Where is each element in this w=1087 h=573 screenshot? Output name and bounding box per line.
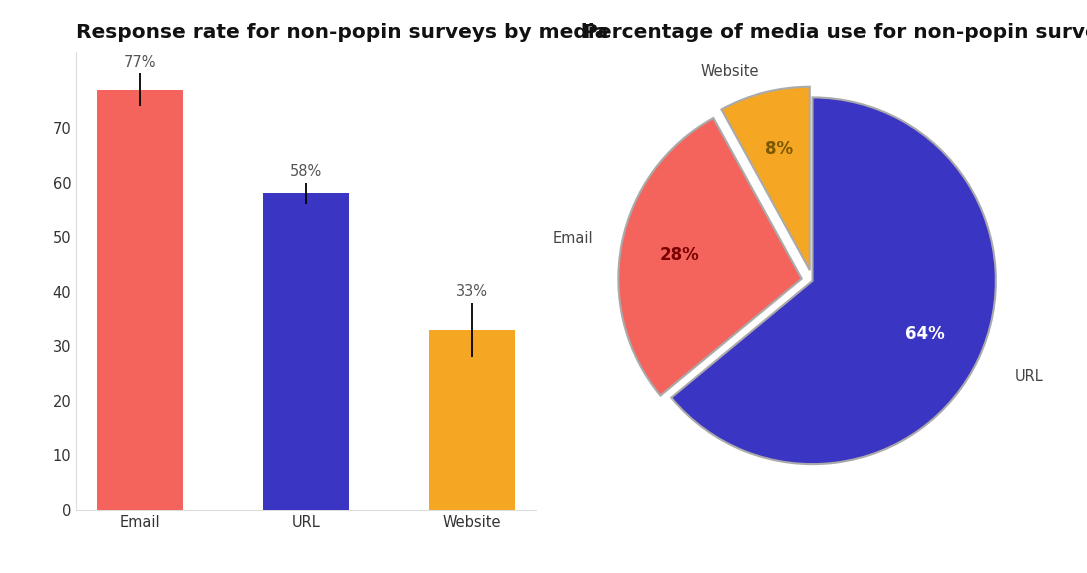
Text: 64%: 64%	[905, 325, 946, 343]
Text: Response rate for non-popin surveys by media: Response rate for non-popin surveys by m…	[76, 23, 609, 42]
Wedge shape	[619, 118, 802, 395]
Bar	[97, 90, 184, 510]
Text: 77%: 77%	[124, 55, 157, 70]
Bar	[428, 330, 515, 510]
Text: 8%: 8%	[764, 140, 792, 158]
Text: Percentage of media use for non-popin surveys: Percentage of media use for non-popin su…	[584, 23, 1087, 42]
Text: Email: Email	[552, 231, 592, 246]
Text: 58%: 58%	[290, 164, 322, 179]
Text: Website: Website	[700, 64, 759, 79]
Text: URL: URL	[1015, 368, 1044, 383]
Bar	[263, 194, 349, 510]
Wedge shape	[672, 97, 996, 464]
Text: 28%: 28%	[660, 246, 699, 264]
Wedge shape	[722, 87, 810, 270]
Text: 33%: 33%	[455, 284, 488, 299]
